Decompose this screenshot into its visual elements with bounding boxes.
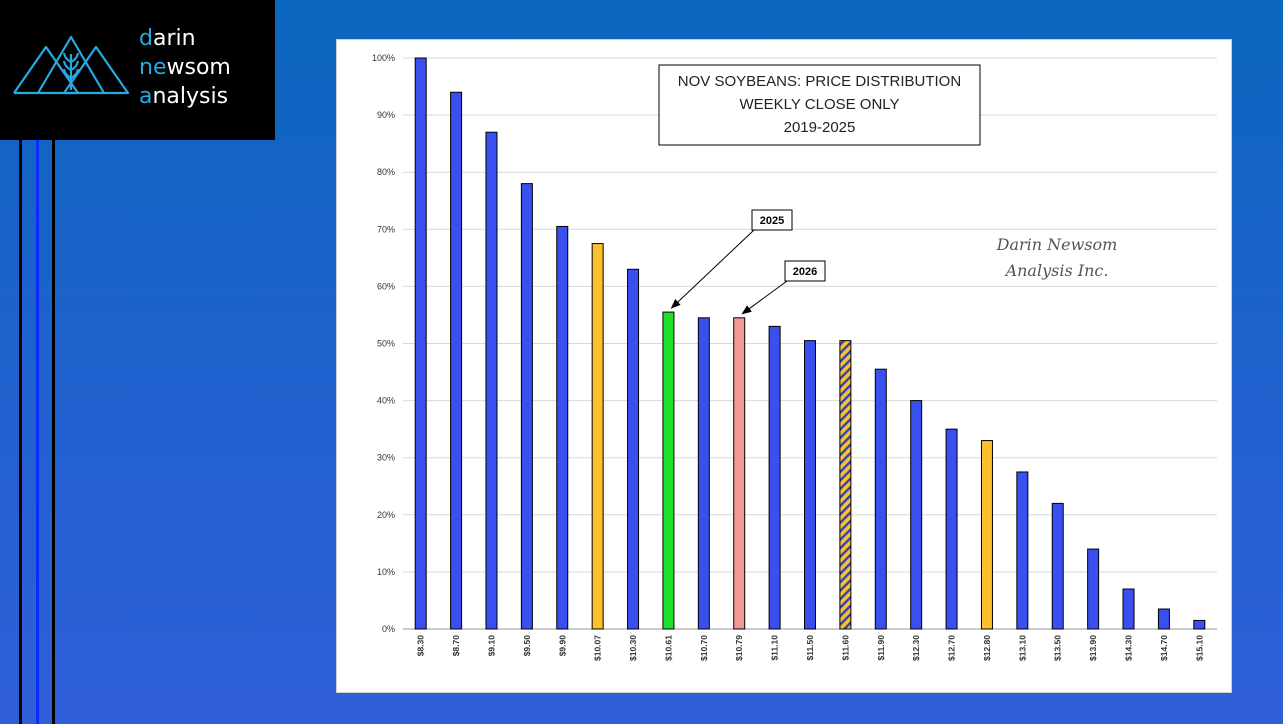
y-tick-label: 40%	[377, 396, 395, 406]
mountain-wheat-logo-icon	[13, 35, 130, 95]
brand-line-1: darin	[139, 26, 196, 51]
chart-title-line: WEEKLY CLOSE ONLY	[739, 96, 899, 113]
annotation-label-2026: 2026	[793, 266, 817, 278]
decorative-line-blue	[36, 140, 39, 724]
y-tick-label: 50%	[377, 339, 395, 349]
bar-13-90	[1087, 548, 1100, 630]
x-tick-label: $12.70	[947, 635, 957, 661]
x-tick-label: $15.10	[1194, 635, 1204, 661]
chart-title-line: NOV SOYBEANS: PRICE DISTRIBUTION	[678, 73, 961, 90]
bar-11-60	[839, 340, 852, 630]
bar-14-70	[1157, 608, 1170, 630]
brand-line-3: analysis	[139, 84, 229, 109]
x-tick-label: $9.50	[522, 635, 532, 657]
y-tick-label: 10%	[377, 567, 395, 577]
bar-10-79	[733, 317, 746, 630]
annotation-box-2025	[751, 209, 793, 231]
bar-12-30	[910, 400, 923, 630]
bar-11-50	[804, 340, 816, 630]
annotation-label-2025: 2025	[760, 215, 784, 227]
bar-8-30	[414, 57, 427, 630]
y-tick-label: 30%	[377, 453, 395, 463]
x-tick-label: $12.30	[911, 635, 921, 661]
bar-14-30	[1122, 588, 1135, 630]
annotation-box-2026	[784, 260, 826, 282]
x-tick-label: $14.70	[1159, 635, 1169, 661]
chart-panel: 0% 10% 20% 30% 40% 50% 60% 70% 80% 90% 100% $8.30 $…	[336, 39, 1232, 693]
decorative-line-black-left	[19, 140, 22, 724]
bar-10-70	[697, 317, 710, 630]
brand-wordmark: darin newsom analysis	[139, 24, 231, 111]
y-tick-label: 100%	[372, 53, 395, 63]
x-tick-label: $9.90	[557, 635, 567, 657]
bar-10-30	[627, 268, 640, 630]
bar-11-90	[874, 368, 887, 630]
x-tick-label: $14.30	[1124, 635, 1134, 661]
chart-annotations: 2025 2026	[670, 209, 826, 315]
x-tick-label: $10.30	[628, 635, 638, 661]
bar-10-61	[662, 311, 675, 630]
bars	[414, 57, 1206, 630]
bar-15-10	[1193, 619, 1206, 630]
x-tick-label: $10.07	[593, 635, 603, 661]
bar-13-50	[1051, 502, 1064, 630]
brand-line-2: newsom	[139, 55, 231, 80]
decorative-line-black-right	[52, 140, 55, 724]
bar-9-10	[485, 131, 498, 630]
x-tick-label: $13.90	[1088, 635, 1098, 661]
bar-8-70	[450, 91, 463, 630]
watermark-line: Analysis Inc.	[1004, 261, 1109, 280]
x-tick-label: $8.70	[451, 635, 461, 657]
x-tick-label: $11.50	[805, 635, 815, 661]
y-tick-label: 20%	[377, 510, 395, 520]
x-tick-label: $10.61	[663, 635, 673, 661]
y-tick-label: 0%	[382, 624, 395, 634]
y-tick-label: 60%	[377, 281, 395, 291]
x-tick-label: $11.90	[876, 635, 886, 661]
chart-title-box: NOV SOYBEANS: PRICE DISTRIBUTION WEEKLY C…	[658, 64, 981, 146]
watermark-line: Darin Newsom	[996, 235, 1118, 254]
chart-title-frame	[658, 64, 981, 146]
annotation-arrow-2025	[670, 229, 755, 309]
bar-13-10	[1016, 471, 1029, 630]
bar-10-07	[591, 243, 604, 630]
annotation-arrow-2026	[741, 280, 788, 315]
x-tick-label: $11.60	[840, 635, 850, 661]
bar-12-70	[945, 428, 958, 630]
y-axis-tick-labels: 0% 10% 20% 30% 40% 50% 60% 70% 80% 90% 100%	[372, 53, 395, 634]
x-tick-label: $12.80	[982, 635, 992, 661]
x-tick-label: $8.30	[416, 635, 426, 657]
chart-title-line: 2019-2025	[784, 119, 856, 136]
y-tick-label: 90%	[377, 110, 395, 120]
y-tick-label: 70%	[377, 224, 395, 234]
bar-9-90	[556, 225, 569, 630]
x-axis-tick-labels: $8.30 $8.70 $9.10 $9.50 $9.90 $10.07 $10.30 $10…	[416, 635, 1205, 661]
x-tick-label: $10.79	[734, 635, 744, 661]
bar-9-50	[520, 183, 533, 630]
bar-11-10	[768, 325, 781, 630]
price-distribution-chart: 0%10%20%30%40%50%60%70%80%90%100% $8.30 $…	[372, 53, 1217, 661]
x-tick-label: $10.70	[699, 635, 709, 661]
x-tick-label: $9.10	[486, 635, 496, 657]
x-tick-label: $13.10	[1017, 635, 1027, 661]
bar-12-80	[980, 440, 993, 630]
chart-watermark: Darin Newsom Analysis Inc.	[996, 235, 1118, 280]
x-tick-label: $13.50	[1053, 635, 1063, 661]
x-tick-label: $11.10	[770, 635, 780, 661]
y-tick-label: 80%	[377, 167, 395, 177]
brand-logo: darin newsom analysis	[0, 0, 275, 140]
